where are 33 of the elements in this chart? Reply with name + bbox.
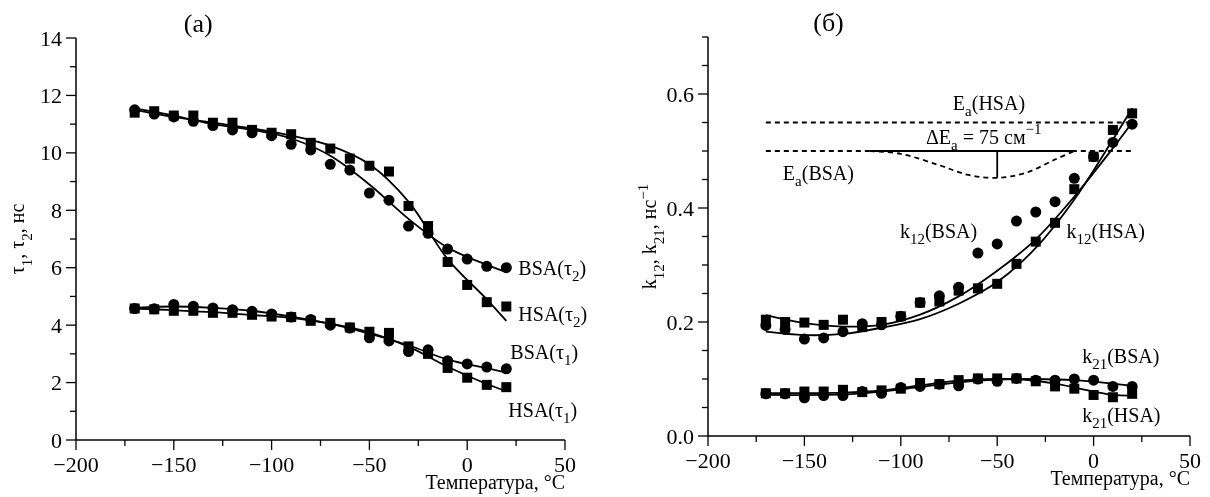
y-tick-label: 14 [40, 25, 62, 51]
chart-title: (б) [813, 8, 844, 37]
y-tick-label: 12 [40, 82, 62, 108]
series-label: HSA(τ$_{1}$) [508, 399, 578, 427]
chart-title: (a) [183, 9, 213, 38]
x-tick-label: −150 [151, 452, 197, 477]
series-label: k$_{12}$(HSA) [1066, 219, 1145, 247]
x-tick-label: −50 [352, 452, 387, 477]
annotation: ΔE$_{a}$ = 75 см$^{−1}$ [926, 121, 1042, 153]
y-tick-label: 4 [51, 312, 62, 338]
y-tick-label: 0.0 [666, 423, 694, 449]
y-tick-label: 0.4 [666, 195, 694, 221]
y-tick-label: 8 [51, 197, 62, 223]
y-tick-label: 0.6 [666, 81, 694, 107]
series-label: k$_{12}$(BSA) [899, 219, 978, 247]
x-tick-label: −150 [781, 448, 828, 473]
y-tick-label: 0 [51, 427, 62, 453]
series-label: BSA(τ$_{2}$) [518, 256, 587, 284]
x-tick-label: −100 [878, 448, 924, 473]
x-tick-label: −100 [248, 452, 295, 477]
x-tick-label: −200 [685, 448, 731, 473]
series-label: HSA(τ$_{2}$) [518, 303, 588, 331]
series-label: E$_{a}$(BSA) [782, 162, 854, 189]
y-tick-label: 2 [51, 370, 62, 396]
series-label: BSA(τ$_{1}$) [510, 340, 579, 368]
series-label: E$_{a}$(HSA) [952, 91, 1026, 119]
series-label: k$_{21}$(BSA) [1082, 345, 1160, 373]
y-tick-label: 6 [51, 255, 62, 281]
x-tick-label: −200 [53, 452, 99, 477]
x-tick-label: −50 [979, 448, 1015, 473]
y-tick-label: 0.2 [666, 309, 694, 335]
y-tick-label: 10 [40, 140, 62, 166]
series-label: k$_{21}$(HSA) [1082, 403, 1161, 431]
